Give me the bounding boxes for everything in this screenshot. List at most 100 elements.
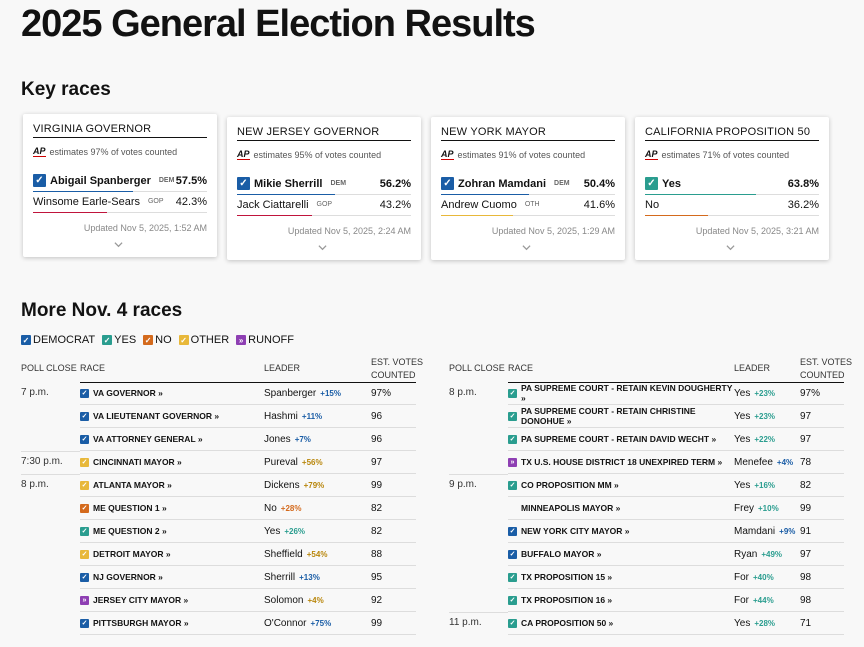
leader-margin: +49% (761, 549, 783, 559)
table-row[interactable]: ✓ NJ GOVERNOR » Sherrill +13% 95 (0, 566, 864, 589)
race-status-icon: ✓ (508, 388, 517, 398)
winner-check-icon: ✓ (441, 177, 454, 190)
table-row[interactable]: 8 p.m. ✓ PA SUPREME COURT - RETAIN KEVIN D… (0, 382, 864, 405)
race-link[interactable]: ✓ ME QUESTION 1 » (80, 497, 264, 520)
race-link[interactable]: ✓ CINCINNATI MAYOR » (80, 451, 264, 474)
table-row[interactable]: ✓ TX PROPOSITION 16 » For +44% 98 (0, 589, 864, 612)
candidate-label: Yes (662, 177, 681, 190)
race-link[interactable]: ✓ ME QUESTION 2 » (80, 520, 264, 543)
table-row[interactable]: ✓ BUFFALO MAYOR » Ryan +49% 97 (0, 543, 864, 566)
table-row[interactable]: 11 p.m. ✓ CA PROPOSITION 50 » Yes +28% 71 (0, 612, 864, 635)
race-link[interactable]: » TX U.S. HOUSE DISTRICT 18 UNEXPIRED TER… (508, 451, 734, 474)
table-row[interactable]: ✓ ME QUESTION 1 » No +28% 82 (0, 497, 864, 520)
race-card[interactable]: NEW YORK MAYOR AP estimates 91% of votes c… (431, 117, 625, 260)
race-name: NJ GOVERNOR » (93, 572, 163, 582)
race-link[interactable]: ✓ PA SUPREME COURT - RETAIN CHRISTINE DON… (508, 405, 734, 428)
leader-margin: +28% (280, 503, 302, 513)
vote-percent: 41.6% (583, 198, 615, 211)
candidate-row: ✓ Zohran Mamdani DEM 50.4% (441, 174, 615, 193)
votes-counted: 95 (371, 566, 416, 589)
race-card[interactable]: VIRGINIA GOVERNOR AP estimates 97% of vote… (23, 114, 217, 257)
legend-label: OTHER (190, 334, 230, 346)
race-name: MINNEAPOLIS MAYOR » (521, 503, 621, 513)
race-status-icon: ✓ (508, 434, 517, 444)
race-link[interactable]: ✓ ATLANTA MAYOR » (80, 474, 264, 497)
legend-item: ✓ DEMOCRAT (21, 334, 95, 346)
table-row[interactable]: ✓ VA ATTORNEY GENERAL » Jones +7% 96 (0, 428, 864, 451)
race-status-icon: ✓ (508, 411, 517, 421)
race-status-icon: ✓ (80, 549, 89, 559)
table-row[interactable]: 7 p.m. ✓ VA GOVERNOR » Spanberger +15% 97% (0, 382, 864, 405)
chevron-down-icon[interactable] (318, 243, 327, 252)
table-row[interactable]: ✓ ME QUESTION 2 » Yes +26% 82 (0, 520, 864, 543)
votes-counted: 97% (371, 382, 416, 405)
poll-close-time: 7 p.m. (21, 387, 49, 398)
race-link[interactable]: MINNEAPOLIS MAYOR » (508, 497, 734, 520)
header-rule (80, 382, 416, 383)
leader-name: For (734, 594, 749, 606)
race-name: ME QUESTION 2 » (93, 526, 167, 536)
vote-share-bar (237, 215, 313, 216)
race-link[interactable]: ✓ TX PROPOSITION 16 » (508, 589, 734, 612)
header-race: RACE (508, 363, 534, 373)
race-card[interactable]: NEW JERSEY GOVERNOR AP estimates 95% of vo… (227, 117, 421, 260)
race-link[interactable]: ✓ TX PROPOSITION 15 » (508, 566, 734, 589)
race-link[interactable]: ✓ VA GOVERNOR » (80, 382, 264, 405)
race-card[interactable]: CALIFORNIA PROPOSITION 50 AP estimates 71%… (635, 117, 829, 260)
legend-swatch-icon: ✓ (102, 335, 113, 345)
poll-close-divider (449, 612, 508, 613)
poll-close-divider (449, 474, 508, 475)
race-leader: O'Connor +75% (264, 612, 371, 635)
race-leader: For +44% (734, 589, 800, 612)
race-link[interactable]: ✓ PITTSBURGH MAYOR » (80, 612, 264, 635)
race-leader: Sherrill +13% (264, 566, 371, 589)
race-link[interactable]: ✓ DETROIT MAYOR » (80, 543, 264, 566)
table-row[interactable]: ✓ VA LIEUTENANT GOVERNOR » Hashmi +11% 96 (0, 405, 864, 428)
race-name: TX PROPOSITION 15 » (521, 572, 613, 582)
vote-share-bar (33, 191, 134, 192)
race-link[interactable]: ✓ VA ATTORNEY GENERAL » (80, 428, 264, 451)
chevron-down-icon[interactable] (114, 240, 123, 249)
table-row[interactable]: 7:30 p.m. ✓ CINCINNATI MAYOR » Pureval +56% 9… (0, 451, 864, 474)
poll-close-time: 9 p.m. (449, 479, 477, 490)
race-leader: Mamdani +9% (734, 520, 800, 543)
race-link[interactable]: ✓ NEW YORK CITY MAYOR » (508, 520, 734, 543)
table-row[interactable]: ✓ PITTSBURGH MAYOR » O'Connor +75% 99 (0, 612, 864, 635)
race-leader: Ryan +49% (734, 543, 800, 566)
table-row[interactable]: ✓ DETROIT MAYOR » Sheffield +54% 88 (0, 543, 864, 566)
table-row[interactable]: » TX U.S. HOUSE DISTRICT 18 UNEXPIRED TER… (0, 451, 864, 474)
table-row[interactable]: 9 p.m. ✓ CO PROPOSITION MM » Yes +16% 82 (0, 474, 864, 497)
votes-estimate: AP estimates 71% of votes counted (645, 150, 789, 160)
chevron-down-icon[interactable] (522, 243, 531, 252)
race-name: PA SUPREME COURT - RETAIN CHRISTINE DONO… (521, 406, 696, 426)
table-row[interactable]: MINNEAPOLIS MAYOR » Frey +10% 99 (0, 497, 864, 520)
votes-counted: 71 (800, 612, 844, 635)
table-row[interactable]: ✓ TX PROPOSITION 15 » For +40% 98 (0, 566, 864, 589)
race-link[interactable]: ✓ PA SUPREME COURT - RETAIN KEVIN DOUGHER… (508, 382, 734, 405)
race-name: NEW YORK CITY MAYOR » (521, 526, 630, 536)
table-row[interactable]: ✓ PA SUPREME COURT - RETAIN CHRISTINE DON… (0, 405, 864, 428)
table-row[interactable]: ✓ PA SUPREME COURT - RETAIN DAVID WECHT »… (0, 428, 864, 451)
table-row[interactable]: 8 p.m. ✓ ATLANTA MAYOR » Dickens +79% 99 (0, 474, 864, 497)
race-name: TX U.S. HOUSE DISTRICT 18 UNEXPIRED TERM… (521, 457, 723, 467)
leader-name: Mamdani (734, 525, 776, 537)
candidate-label: No (645, 198, 660, 211)
race-link[interactable]: » JERSEY CITY MAYOR » (80, 589, 264, 612)
race-link[interactable]: ✓ PA SUPREME COURT - RETAIN DAVID WECHT » (508, 428, 734, 451)
leader-margin: +23% (754, 411, 776, 421)
race-link[interactable]: ✓ CO PROPOSITION MM » (508, 474, 734, 497)
leader-name: Sheffield (264, 548, 303, 560)
vote-share-bar (33, 212, 107, 213)
race-status-icon: ✓ (80, 457, 89, 467)
table-row[interactable]: ✓ NEW YORK CITY MAYOR » Mamdani +9% 91 (0, 520, 864, 543)
race-link[interactable]: ✓ NJ GOVERNOR » (80, 566, 264, 589)
table-row[interactable]: » JERSEY CITY MAYOR » Solomon +4% 92 (0, 589, 864, 612)
legend-swatch-icon: ✓ (178, 335, 189, 345)
race-link[interactable]: ✓ CA PROPOSITION 50 » (508, 612, 734, 635)
chevron-down-icon[interactable] (726, 243, 735, 252)
legend-swatch-icon: » (236, 335, 247, 345)
votes-counted: 98 (800, 589, 844, 612)
race-link[interactable]: ✓ BUFFALO MAYOR » (508, 543, 734, 566)
race-name: CO PROPOSITION MM » (521, 480, 619, 490)
race-link[interactable]: ✓ VA LIEUTENANT GOVERNOR » (80, 405, 264, 428)
